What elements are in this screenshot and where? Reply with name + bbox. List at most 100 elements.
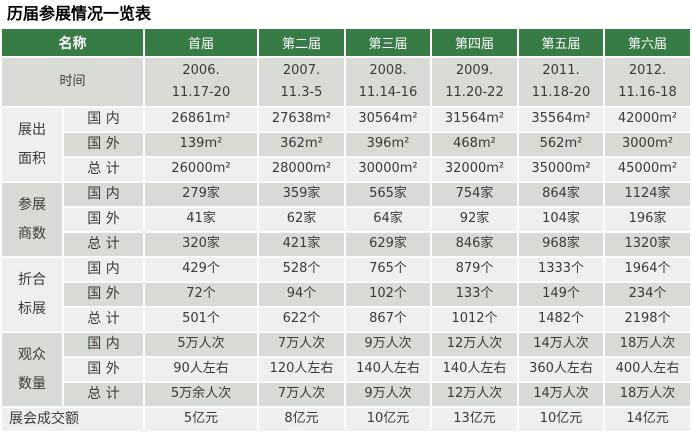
time-row: 时间 2006. 11.17-20 2007. 11.3-5 2008. 11.14-… — [2, 58, 690, 106]
data-cell: 139m² — [145, 133, 257, 156]
data-cell: 26000m² — [145, 158, 257, 181]
data-cell: 3000m² — [605, 133, 690, 156]
data-cell: 31564m² — [432, 108, 517, 131]
time-row-label: 时间 — [2, 58, 143, 106]
time-cell: 2011. 11.18-20 — [519, 58, 603, 106]
time-dates: 11.20-22 — [445, 85, 504, 100]
table-row: 参展商数 国 内 279家 359家 565家 754家 864家 1124家 — [2, 183, 690, 256]
data-cell: 396m² — [346, 133, 430, 156]
data-cell: 32000m² — [432, 158, 517, 181]
time-cell: 2008. 11.14-16 — [346, 58, 430, 106]
data-cell: 234个 — [605, 283, 690, 306]
time-year: 2008. — [369, 63, 407, 78]
sub-label-total: 总 计 — [64, 158, 143, 181]
table-row: 观众数量 国 内 5万人次 7万人次 9万人次 12万人次 14万人次 18万人… — [2, 333, 690, 406]
data-cell: 12万人次 — [432, 383, 517, 406]
time-cell: 2007. 11.3-5 — [259, 58, 344, 106]
data-cell: 362m² — [259, 133, 344, 156]
data-cell: 140人左右 — [432, 358, 517, 381]
time-year: 2006. — [182, 63, 220, 78]
data-cell: 196家 — [605, 208, 690, 231]
data-cell: 1320家 — [605, 233, 690, 256]
data-cell: 7万人次 — [259, 333, 344, 356]
data-cell: 8亿元 — [259, 408, 344, 431]
data-cell: 14万人次 — [519, 383, 603, 406]
table-row: 总 计 5万余人次 7万人次 9万人次 12万人次 14万人次 18万人次 — [2, 383, 690, 406]
data-cell: 5万余人次 — [145, 383, 257, 406]
header-cell-edition-4: 第四届 — [432, 29, 517, 56]
data-cell: 5亿元 — [145, 408, 257, 431]
data-cell: 468m² — [432, 133, 517, 156]
data-cell: 421家 — [259, 233, 344, 256]
group-label-exhibitor-count: 参展商数 — [2, 183, 62, 256]
data-cell: 140人左右 — [346, 358, 430, 381]
table-row: 国 外 41家 62家 64家 92家 104家 196家 — [2, 208, 690, 231]
data-cell: 9万人次 — [346, 333, 430, 356]
data-cell: 360人左右 — [519, 358, 603, 381]
data-cell: 879个 — [432, 258, 517, 281]
data-cell: 102个 — [346, 283, 430, 306]
data-cell: 18万人次 — [605, 383, 690, 406]
time-year: 2007. — [282, 63, 321, 78]
data-cell: 622个 — [259, 308, 344, 331]
data-cell: 846家 — [432, 233, 517, 256]
sub-label-total: 总 计 — [64, 233, 143, 256]
sub-label-foreign: 国 外 — [64, 208, 143, 231]
data-cell: 72个 — [145, 283, 257, 306]
data-cell: 12万人次 — [432, 333, 517, 356]
time-dates: 11.17-20 — [171, 85, 231, 100]
group-label-visitor-count: 观众数量 — [2, 333, 62, 406]
data-cell: 64家 — [346, 208, 430, 231]
data-cell: 1012个 — [432, 308, 517, 331]
data-cell: 149个 — [519, 283, 603, 306]
data-cell: 562m² — [519, 133, 603, 156]
time-cell: 2009. 11.20-22 — [432, 58, 517, 106]
data-cell: 501个 — [145, 308, 257, 331]
time-dates: 11.16-18 — [618, 85, 677, 100]
data-cell: 1964个 — [605, 258, 690, 281]
group-label-exhibition-area: 展出面积 — [2, 108, 62, 181]
data-cell: 13亿元 — [432, 408, 517, 431]
data-cell: 2198个 — [605, 308, 690, 331]
time-cell: 2012. 11.16-18 — [605, 58, 690, 106]
group-label-text: 观众数量 — [18, 346, 46, 392]
group-label-text: 参展商数 — [18, 196, 46, 242]
data-cell: 968家 — [519, 233, 603, 256]
data-cell: 90人左右 — [145, 358, 257, 381]
table-row: 总 计 501个 622个 867个 1012个 1482个 2198个 — [2, 308, 690, 331]
data-cell: 10亿元 — [519, 408, 603, 431]
exhibition-history-table: 名称 首届 第二届 第三届 第四届 第五届 第六届 时间 2006. 11.17-… — [0, 27, 692, 433]
turnover-row: 展会成交额 5亿元 8亿元 10亿元 13亿元 10亿元 14亿元 — [2, 408, 690, 431]
data-cell: 62家 — [259, 208, 344, 231]
data-cell: 30000m² — [346, 158, 430, 181]
data-cell: 1333个 — [519, 258, 603, 281]
time-year: 2011. — [542, 63, 580, 78]
group-label-standard-booths: 折合标展 — [2, 258, 62, 331]
time-dates: 11.3-5 — [280, 85, 323, 100]
sub-label-foreign: 国 外 — [64, 133, 143, 156]
header-cell-edition-6: 第六届 — [605, 29, 690, 56]
data-cell: 30564m² — [346, 108, 430, 131]
sub-label-domestic: 国 内 — [64, 183, 143, 206]
data-cell: 14亿元 — [605, 408, 690, 431]
data-cell: 429个 — [145, 258, 257, 281]
data-cell: 1124家 — [605, 183, 690, 206]
sub-label-foreign: 国 外 — [64, 283, 143, 306]
data-cell: 320家 — [145, 233, 257, 256]
data-cell: 27638m² — [259, 108, 344, 131]
data-cell: 42000m² — [605, 108, 690, 131]
data-cell: 14万人次 — [519, 333, 603, 356]
data-cell: 867个 — [346, 308, 430, 331]
data-cell: 120人左右 — [259, 358, 344, 381]
group-label-text: 展出面积 — [18, 121, 46, 167]
table-row: 国 外 90人左右 120人左右 140人左右 140人左右 360人左右 40… — [2, 358, 690, 381]
sub-label-domestic: 国 内 — [64, 258, 143, 281]
data-cell: 400人左右 — [605, 358, 690, 381]
table-row: 折合标展 国 内 429个 528个 765个 879个 1333个 1964个 — [2, 258, 690, 331]
data-cell: 94个 — [259, 283, 344, 306]
table-row: 总 计 320家 421家 629家 846家 968家 1320家 — [2, 233, 690, 256]
data-cell: 754家 — [432, 183, 517, 206]
header-cell-edition-3: 第三届 — [346, 29, 430, 56]
data-cell: 629家 — [346, 233, 430, 256]
time-year: 2012. — [628, 63, 667, 78]
